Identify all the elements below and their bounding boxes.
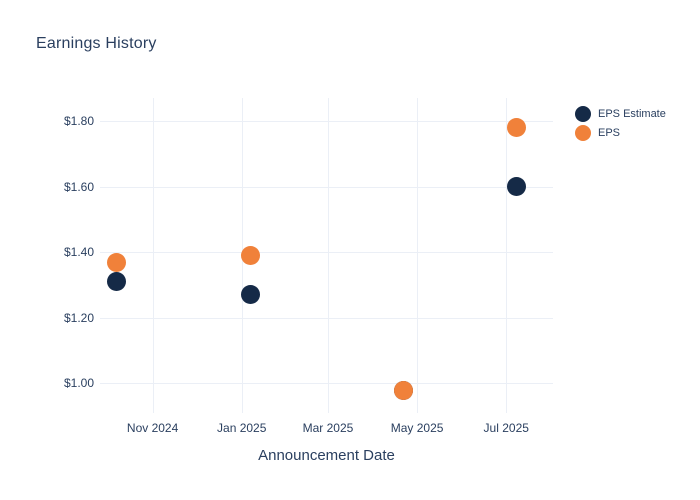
gridline-x bbox=[327, 98, 329, 413]
legend-item-eps[interactable]: EPS bbox=[575, 123, 666, 142]
legend-item-eps-estimate[interactable]: EPS Estimate bbox=[575, 104, 666, 123]
data-point-eps-estimate[interactable] bbox=[241, 285, 260, 305]
x-axis-title: Announcement Date bbox=[258, 447, 395, 464]
legend-label: EPS Estimate bbox=[598, 107, 666, 120]
data-point-eps[interactable] bbox=[506, 118, 526, 138]
y-tick-label: $1.00 bbox=[63, 376, 94, 391]
gridline-y bbox=[100, 120, 553, 122]
x-tick-label: Jul 2025 bbox=[483, 421, 529, 435]
y-tick-label: $1.40 bbox=[63, 245, 94, 260]
data-point-eps[interactable] bbox=[106, 252, 126, 272]
gridline-y bbox=[100, 383, 553, 385]
legend: EPS Estimate EPS bbox=[575, 104, 666, 142]
gridline-x bbox=[417, 98, 419, 413]
data-point-eps[interactable] bbox=[394, 380, 414, 400]
x-tick-label: Mar 2025 bbox=[302, 421, 354, 435]
gridline-y bbox=[100, 252, 553, 254]
y-tick-label: $1.20 bbox=[63, 310, 94, 325]
chart-title: Earnings History bbox=[36, 35, 157, 52]
x-tick-label: May 2025 bbox=[390, 421, 444, 435]
legend-label: EPS bbox=[598, 126, 621, 139]
y-tick-label: $1.60 bbox=[63, 179, 94, 194]
gridline-x bbox=[152, 98, 154, 413]
data-point-eps-estimate[interactable] bbox=[106, 272, 126, 292]
data-point-eps[interactable] bbox=[241, 246, 260, 265]
plot-area bbox=[100, 98, 553, 413]
x-tick-label: Nov 2024 bbox=[126, 421, 179, 435]
legend-marker-icon bbox=[575, 105, 591, 122]
gridline-y bbox=[100, 317, 553, 319]
gridline-y bbox=[100, 186, 553, 188]
x-tick-label: Jan 2025 bbox=[217, 421, 267, 435]
y-tick-label: $1.80 bbox=[63, 113, 94, 128]
gridline-x bbox=[506, 98, 508, 413]
legend-marker-icon bbox=[575, 124, 591, 141]
data-point-eps-estimate[interactable] bbox=[506, 177, 526, 197]
